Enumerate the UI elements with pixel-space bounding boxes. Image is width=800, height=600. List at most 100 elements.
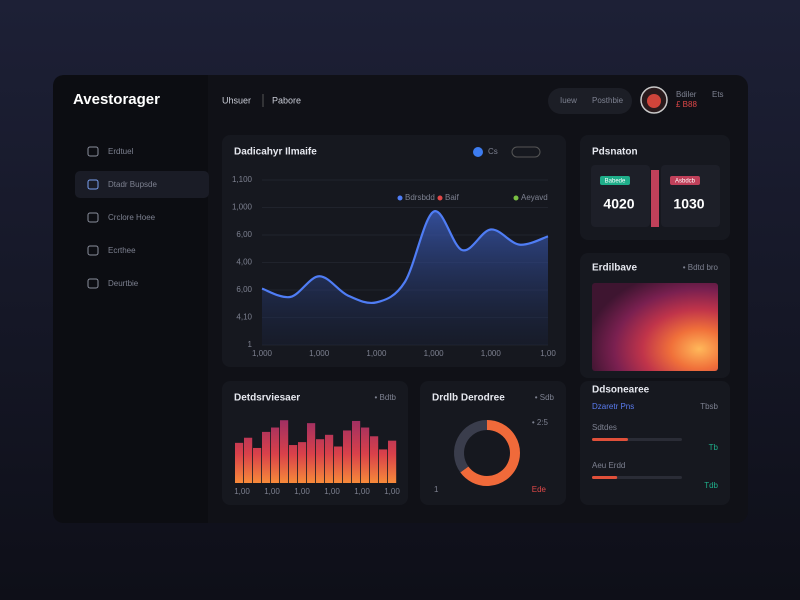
y-tick-label: 1 — [248, 340, 253, 349]
y-tick-label: 6,00 — [236, 230, 252, 239]
nav-item[interactable]: Pabore — [272, 95, 301, 105]
search-text: Posthbie — [592, 96, 624, 105]
nav-icon — [87, 212, 99, 223]
sidebar-item[interactable]: Ecrthee — [108, 246, 136, 255]
bar — [379, 449, 388, 483]
bar — [325, 434, 334, 483]
logo: Avestorager — [73, 91, 160, 108]
donut-segment — [460, 420, 520, 486]
stat-value: 1030 — [673, 196, 704, 212]
stat-pill — [600, 176, 630, 185]
bar — [307, 423, 316, 483]
nav-icon — [87, 245, 99, 256]
stat-value: 4020 — [603, 196, 634, 212]
card-title: Drdlb Derodree — [432, 393, 505, 404]
bar — [244, 437, 253, 483]
y-tick-label: 1,000 — [232, 203, 253, 212]
bar — [271, 427, 280, 483]
x-tick-label: 1,000 — [366, 349, 387, 358]
donut-label: 1 — [434, 485, 439, 494]
stat-divider — [651, 170, 659, 227]
legend-label: Aeyavd — [521, 193, 548, 202]
card-note: • Sdb — [535, 393, 555, 402]
row-tag: Tb — [709, 443, 719, 452]
card-note: • Bdtb — [375, 393, 397, 402]
x-tick-label: 1,00 — [384, 487, 400, 496]
sidebar-item[interactable]: Crclore Hoee — [108, 213, 156, 222]
progress-bar — [592, 476, 618, 479]
card-title: Pdsnaton — [592, 147, 638, 158]
donut-label: Ede — [532, 485, 547, 494]
x-tick-label: 1,00 — [264, 487, 280, 496]
tag: Tbsb — [700, 402, 718, 411]
donut-label: • 2:5 — [532, 418, 549, 427]
x-tick-label: 1,00 — [540, 349, 556, 358]
bar — [262, 431, 271, 483]
bar — [235, 442, 244, 483]
user-name: Bdiler — [676, 90, 697, 99]
heatmap — [592, 283, 718, 371]
search-box[interactable] — [548, 88, 632, 114]
card-title: Detdsrviesaer — [234, 393, 300, 404]
legend-label: Bdrsbdd — [405, 193, 435, 202]
x-tick-label: 1,000 — [481, 349, 502, 358]
bar — [352, 420, 361, 483]
sidebar-item[interactable]: Deurtbie — [108, 279, 139, 288]
legend-swatch — [513, 195, 519, 201]
card — [420, 381, 566, 505]
stat-pill-label: Babede — [605, 179, 626, 185]
nav-icon — [87, 146, 99, 157]
sidebar-item[interactable]: Dtadr Bupsde — [108, 180, 157, 189]
x-tick-label: 1,000 — [309, 349, 330, 358]
y-tick-label: 1,100 — [232, 175, 253, 184]
area — [262, 211, 548, 345]
y-tick-label: 4,10 — [236, 313, 252, 322]
y-tick-label: 4,00 — [236, 258, 252, 267]
bar — [370, 436, 379, 483]
row-label: Sdtdes — [592, 423, 617, 432]
card-subtitle: Dzaretr Pns — [592, 402, 634, 411]
card-title: Dadicahyr Ilmaife — [234, 147, 317, 158]
card — [580, 381, 730, 505]
x-tick-label: 1,000 — [252, 349, 273, 358]
badge-dot — [473, 147, 483, 157]
progress-bar — [592, 438, 628, 441]
bar — [289, 445, 298, 483]
toggle[interactable] — [511, 146, 541, 158]
card-title: Erdilbave — [592, 263, 637, 274]
card-title: Ddsonearee — [592, 385, 650, 396]
x-tick-label: 1,000 — [424, 349, 445, 358]
bar — [388, 440, 397, 483]
bar — [316, 439, 325, 483]
bar — [343, 430, 352, 483]
avatar-image — [647, 94, 661, 108]
y-tick-label: 6,00 — [236, 285, 252, 294]
stat-pill — [670, 176, 700, 185]
nav-icon — [87, 278, 99, 289]
legend-swatch — [397, 195, 403, 201]
user-sub: £ B88 — [676, 100, 697, 109]
nav-item[interactable]: Uhsuer — [222, 95, 251, 105]
bar — [298, 442, 307, 483]
sidebar-item[interactable]: Erdtuel — [108, 147, 134, 156]
nav-icon — [87, 179, 99, 190]
x-tick-label: 1,00 — [294, 487, 310, 496]
row-label: Aeu Erdd — [592, 461, 625, 470]
bar — [361, 427, 370, 483]
line — [261, 210, 549, 305]
card-note: • Bdtd bro — [683, 263, 719, 272]
user-extra: Ets — [712, 90, 724, 99]
donut-segment — [454, 420, 488, 473]
x-tick-label: 1,00 — [324, 487, 340, 496]
x-tick-label: 1,00 — [234, 487, 250, 496]
legend-swatch — [437, 195, 443, 201]
search-text: Iuew — [560, 96, 577, 105]
stat-pill-label: Asbdcb — [675, 179, 696, 185]
badge: Cs — [488, 147, 498, 156]
sidebar — [53, 75, 208, 523]
active-nav-bg — [75, 171, 209, 198]
bar — [253, 447, 262, 483]
bar — [280, 420, 289, 483]
